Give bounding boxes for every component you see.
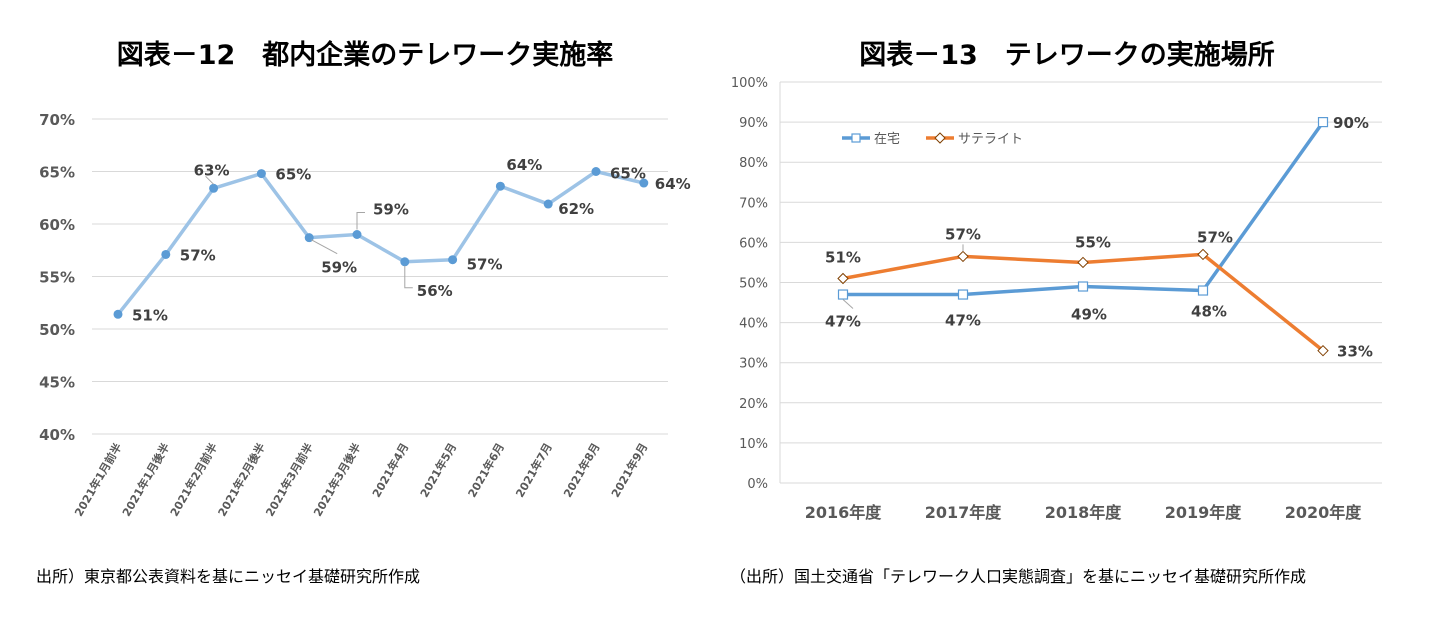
y-tick-label: 40%	[39, 426, 75, 444]
data-point	[591, 167, 601, 176]
data-point	[161, 249, 171, 259]
y-tick-label: 80%	[739, 156, 768, 171]
data-label: 49%	[1071, 306, 1107, 324]
y-tick-label: 0%	[747, 477, 768, 492]
data-point	[1197, 285, 1209, 296]
data-point	[543, 199, 553, 209]
telework-rate-chart: 70%65%60%55%50%45%40%2021年1月前半2021年1月後半2…	[39, 111, 691, 519]
y-tick-label: 30%	[739, 357, 768, 372]
y-tick-label: 60%	[739, 236, 768, 251]
leader-line	[356, 212, 365, 230]
data-label: 90%	[1333, 114, 1369, 132]
y-tick-label: 20%	[739, 397, 768, 412]
data-point	[352, 230, 362, 239]
data-label: 57%	[467, 256, 503, 274]
data-point	[1197, 248, 1209, 261]
data-label: 62%	[558, 200, 594, 218]
x-tick-label: 2021年2月後半	[215, 441, 268, 519]
series-line	[116, 169, 645, 316]
y-tick-label: 100%	[731, 76, 768, 91]
data-point	[495, 181, 505, 191]
telework-location-chart: 100% 90% 80% 70% 60% 50% 40% 30% 20% 10% 0% 2016年度 2…	[731, 76, 1382, 522]
legend-marker	[851, 133, 861, 143]
data-label: 63%	[194, 161, 230, 179]
data-label: 56%	[417, 282, 453, 300]
y-tick-label: 50%	[39, 321, 75, 339]
x-tick-label: 2021年6月	[465, 441, 507, 500]
data-label: 51%	[132, 306, 168, 324]
y-tick-label: 10%	[739, 437, 768, 452]
data-label: 33%	[1337, 343, 1373, 361]
chart-panel-telework-location: 図表－13 テレワークの実施場所 100% 90% 80% 70% 60% 50% 40% 3…	[700, 0, 1448, 639]
y-tick-label: 65%	[39, 164, 75, 182]
data-label: 59%	[373, 201, 409, 219]
data-label: 65%	[275, 166, 311, 184]
data-point	[113, 309, 123, 319]
x-tick-label: 2016年度	[805, 503, 883, 522]
chart-panel-telework-rate: 図表－12 都内企業のテレワーク実施率 70% 65% 60% 55% 50% 45% 40…	[0, 0, 700, 639]
data-point	[1077, 256, 1089, 269]
x-tick-label: 2017年度	[925, 503, 1003, 522]
y-tick-label: 45%	[39, 374, 75, 392]
data-label: 57%	[1197, 228, 1233, 246]
leader-line	[842, 299, 854, 309]
data-label: 57%	[945, 225, 981, 243]
data-point	[1317, 344, 1329, 357]
source-note: 出所）東京都公表資料を基にニッセイ基礎研究所作成	[36, 567, 421, 586]
x-tick-label: 2019年度	[1165, 503, 1243, 522]
series-line	[843, 121, 1325, 297]
data-point	[957, 250, 969, 263]
y-tick-label: 90%	[739, 116, 768, 131]
data-point	[639, 178, 649, 188]
data-point	[957, 289, 969, 300]
y-tick-label: 60%	[39, 216, 75, 234]
y-tick-label: 40%	[739, 317, 768, 332]
data-point	[209, 183, 219, 193]
data-label: 64%	[506, 156, 542, 174]
x-tick-label: 2021年7月	[513, 441, 555, 500]
x-tick-label: 2021年9月	[608, 441, 650, 500]
data-point	[400, 257, 410, 267]
data-point	[448, 255, 458, 265]
data-label: 64%	[655, 175, 691, 193]
data-point	[837, 272, 849, 285]
series-line	[842, 252, 1325, 353]
data-label: 59%	[321, 259, 357, 277]
x-tick-label: 2021年1月後半	[119, 441, 172, 519]
x-tick-label: 2021年1月前半	[71, 441, 124, 519]
leader-line	[310, 239, 338, 255]
x-tick-label: 2021年2月前半	[167, 441, 220, 519]
legend-marker	[934, 132, 946, 144]
y-tick-label: 70%	[39, 111, 75, 129]
data-label: 51%	[825, 248, 861, 266]
x-tick-label: 2021年3月前半	[263, 441, 316, 519]
data-label: 65%	[610, 165, 646, 183]
data-label: 47%	[945, 312, 981, 330]
legend-label: 在宅	[874, 132, 900, 147]
x-tick-label: 2021年8月	[560, 441, 602, 500]
leader-line	[404, 265, 413, 289]
x-tick-label: 2021年5月	[417, 440, 459, 499]
data-point	[1077, 281, 1089, 292]
data-label: 57%	[180, 246, 216, 264]
y-tick-label: 70%	[739, 196, 768, 211]
x-tick-label: 2021年4月	[369, 441, 411, 500]
chart-title: 図表－12 都内企業のテレワーク実施率	[116, 40, 614, 71]
chart-title: 図表－13 テレワークの実施場所	[859, 40, 1275, 71]
data-point	[837, 289, 849, 300]
source-note: （出所）国土交通省「テレワーク人口実態調査」を基にニッセイ基礎研究所作成	[730, 567, 1307, 586]
leader-line	[205, 175, 214, 185]
x-tick-label: 2021年3月後半	[310, 441, 363, 519]
data-label: 55%	[1075, 233, 1111, 251]
data-point	[256, 169, 266, 179]
data-label: 47%	[825, 313, 861, 331]
x-tick-label: 2018年度	[1045, 503, 1123, 522]
data-label: 48%	[1191, 303, 1227, 321]
x-tick-label: 2020年度	[1285, 503, 1363, 522]
legend-label: サテライト	[958, 132, 1023, 147]
data-point	[1317, 116, 1329, 128]
y-tick-label: 50%	[739, 277, 768, 292]
y-tick-label: 55%	[39, 269, 75, 287]
